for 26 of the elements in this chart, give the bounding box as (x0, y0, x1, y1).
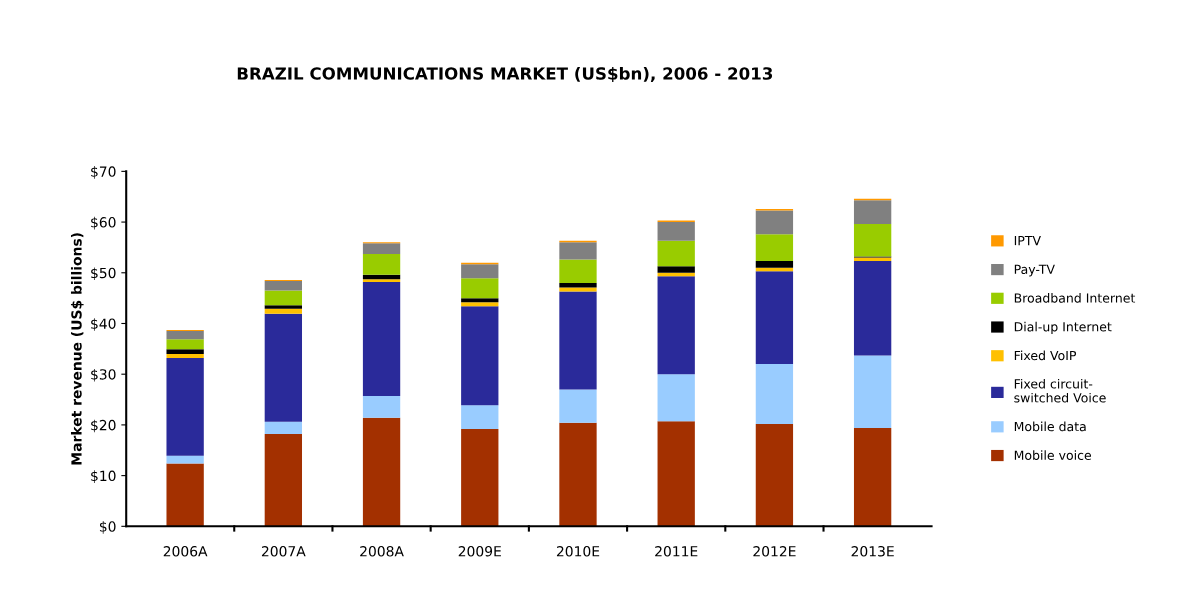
y-tick-label: $10 (91, 470, 116, 483)
legend-label: Pay-TV (1014, 264, 1055, 277)
y-tick-label: $20 (91, 419, 116, 433)
legend-label: Mobile data (1014, 421, 1086, 432)
x-tick-label: 2008A (360, 546, 404, 557)
x-tick-label: 2011E (655, 546, 698, 557)
y-tick-label: $40 (91, 318, 116, 331)
y-tick-label: $0 (99, 521, 116, 534)
x-tick-label: 2007A (261, 546, 306, 557)
legend-label: Fixed circuit- switched Voice (1014, 378, 1106, 403)
x-tick-label: 2006A (163, 546, 208, 557)
x-tick-label: 2010E (556, 546, 600, 557)
chart-title: BRAZIL COMMUNICATIONS MARKET (US$bn), 2006 - 2013 (237, 66, 773, 83)
y-tick-label: $60 (91, 216, 116, 230)
y-tick-label: $30 (91, 368, 116, 382)
y-tick-label: $50 (91, 267, 116, 281)
x-tick-label: 2012E (753, 546, 796, 557)
x-tick-label: 2013E (851, 546, 894, 557)
legend-label: Fixed VoIP (1014, 350, 1077, 361)
legend-label: Broadband Internet (1014, 293, 1136, 303)
y-axis-title: Market revenue (US$ billions) (70, 233, 84, 465)
legend-label: Dial-up Internet (1014, 321, 1112, 334)
legend-label: Mobile voice (1014, 450, 1092, 460)
x-tick-label: 2009E (458, 546, 501, 557)
y-tick-label: $70 (91, 166, 116, 179)
legend-label: IPTV (1014, 236, 1041, 246)
